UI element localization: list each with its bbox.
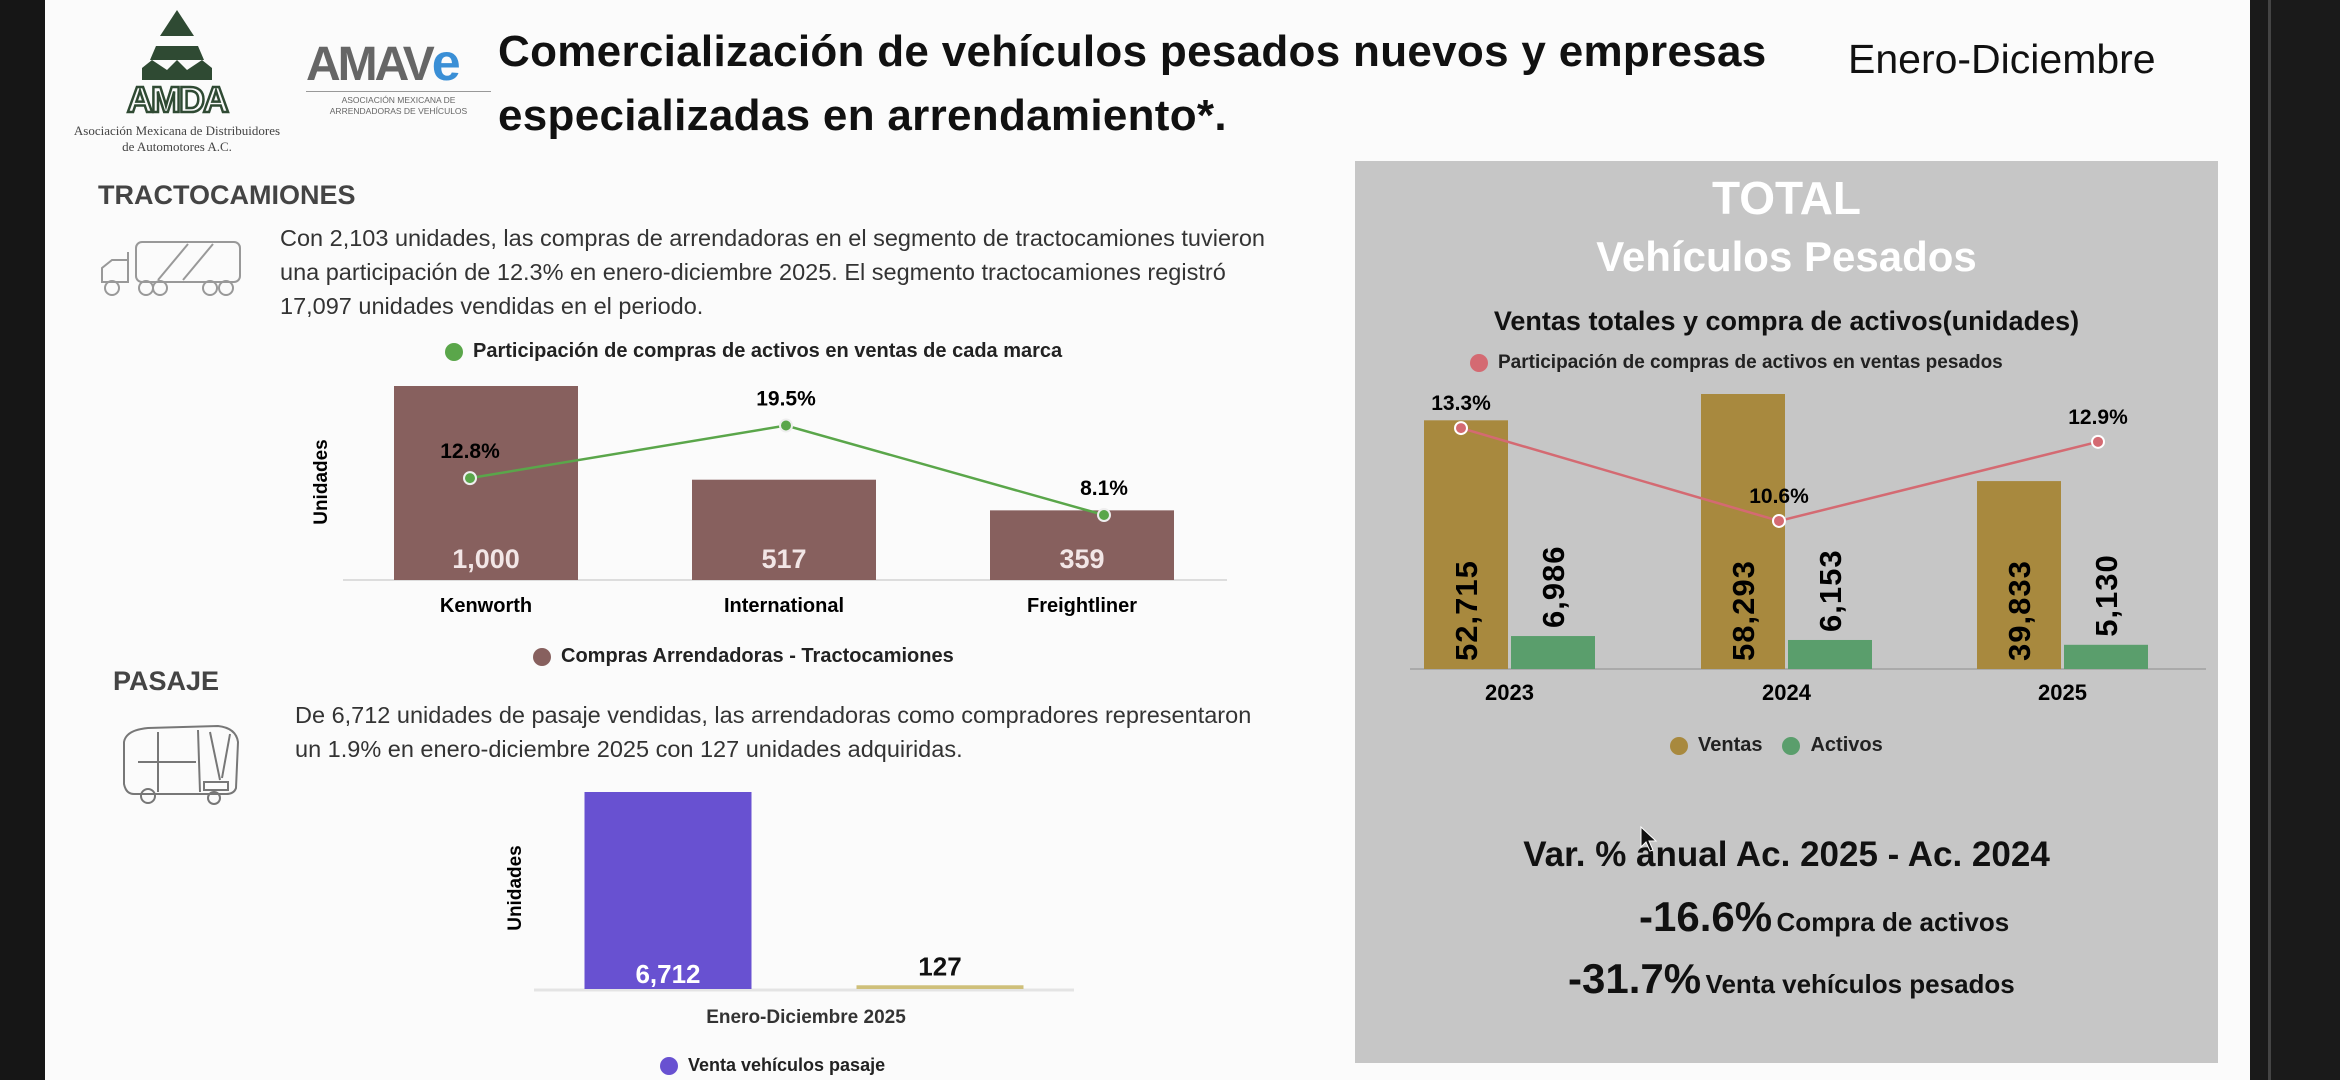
bar-activos xyxy=(1511,636,1595,669)
left-window-edge xyxy=(0,0,45,1080)
var-value: -16.6% xyxy=(1639,893,1773,940)
var-item-activos: -16.6% Compra de activos xyxy=(1639,893,2009,941)
legend-swatch xyxy=(445,342,463,361)
chart-tractocamiones: Unidades 1,000 Kenworth 517 International 359… xyxy=(311,386,1227,617)
legend-swatch xyxy=(533,647,551,666)
line-point xyxy=(463,471,477,486)
category-label: 2024 xyxy=(1762,680,1812,705)
text-line: una participación de 12.3% en enero-dici… xyxy=(280,259,1226,285)
bar-value-label: 6,712 xyxy=(635,959,700,989)
bus-icon xyxy=(118,722,242,811)
scrollbar[interactable] xyxy=(2268,0,2271,1080)
line-point xyxy=(2091,434,2105,449)
amave-logo: AMAVe ASOCIACIÓN MEXICANA DE ARRENDADORA… xyxy=(306,37,491,117)
bar-value-label: 5,130 xyxy=(2089,554,2124,637)
legend-label: Compras Arrendadoras - Tractocamiones xyxy=(561,645,954,667)
category-label: Enero-Diciembre 2025 xyxy=(706,1007,906,1028)
title-line-2: especializadas en arrendamiento*. xyxy=(498,91,1227,140)
legend-label: Ventas xyxy=(1698,734,1763,756)
legend-label: Participación de compras de activos en v… xyxy=(1498,352,2003,373)
legend-ventas-activos: Ventas Activos xyxy=(1670,734,1883,757)
bar-value-label: 39,833 xyxy=(2002,560,2037,661)
pasaje-description: De 6,712 unidades de pasaje vendidas, la… xyxy=(295,698,1251,766)
line-value-label: 12.9% xyxy=(2068,406,2128,429)
category-label: 2025 xyxy=(2038,680,2087,705)
amave-caption: ASOCIACIÓN MEXICANA DE ARRENDADORAS DE V… xyxy=(306,91,491,117)
text-line: 17,097 unidades vendidas en el periodo. xyxy=(280,293,704,319)
bar-ventas xyxy=(1977,481,2061,669)
title-line-1: Comercialización de vehículos pesados nu… xyxy=(498,27,1767,76)
bar xyxy=(990,510,1174,580)
svg-text:AMDA: AMDA xyxy=(127,79,229,118)
line-point xyxy=(1772,513,1786,528)
bar-activos xyxy=(1788,639,1872,669)
bar-ventas xyxy=(1424,420,1508,669)
bar xyxy=(584,792,752,989)
period-label: Enero-Diciembre xyxy=(1848,36,2156,82)
tractocamiones-description: Con 2,103 unidades, las compras de arren… xyxy=(280,221,1265,323)
chart-total-pesados: 52,715 6,986 2023 58,293 6,153 2024 39,833 5,13… xyxy=(1410,392,2206,705)
text-line: Con 2,103 unidades, las compras de arren… xyxy=(280,225,1265,251)
line-point xyxy=(1097,508,1111,523)
page-title: Comercialización de vehículos pesados nu… xyxy=(498,20,1767,148)
legend-label: Participación de compras de activos en v… xyxy=(473,340,1063,362)
chart-pasaje: Unidades 6,712 127 Enero-Diciembre 2025 xyxy=(505,792,1074,1028)
y-axis-label: Unidades xyxy=(311,439,332,525)
legend-label: Activos xyxy=(1810,734,1883,756)
var-label: Venta vehículos pesados xyxy=(1705,969,2015,999)
bar-value-label: 1,000 xyxy=(452,544,520,574)
amda-logo: AMDA Asociación Mexicana de Distribuidor… xyxy=(72,8,282,154)
panel-title-vehiculos: Vehículos Pesados xyxy=(1596,233,1977,280)
var-value: -31.7% xyxy=(1568,955,1702,1002)
bar xyxy=(394,386,578,580)
bar-value-label: 359 xyxy=(1059,544,1104,574)
panel-title-total: TOTAL xyxy=(1711,172,1862,224)
legend-swatch xyxy=(1470,354,1488,372)
truck-icon xyxy=(98,238,244,305)
line-value-label: 19.5% xyxy=(756,388,816,411)
category-label: 2023 xyxy=(1485,680,1534,705)
line-value-label: 8.1% xyxy=(1080,477,1128,500)
legend-compras-arrendadoras: Compras Arrendadoras - Tractocamiones xyxy=(533,645,954,668)
legend-participacion-pesados: Participación de compras de activos en v… xyxy=(1470,352,2003,374)
bar-value-label: 517 xyxy=(761,544,806,574)
text-line: De 6,712 unidades de pasaje vendidas, la… xyxy=(295,702,1252,728)
line-value-label: 10.6% xyxy=(1749,485,1809,508)
var-label: Compra de activos xyxy=(1776,907,2010,937)
legend-swatch xyxy=(660,1056,678,1075)
y-axis-label: Unidades xyxy=(505,845,526,931)
category-label: Freightliner xyxy=(1027,595,1137,617)
amda-caption: Asociación Mexicana de Distribuidores de… xyxy=(73,123,281,154)
legend-swatch xyxy=(1670,736,1688,755)
bar-value-label: 6,986 xyxy=(1536,545,1571,628)
bar xyxy=(692,479,876,580)
legend-swatch xyxy=(1782,736,1801,755)
category-label: Kenworth xyxy=(440,595,532,617)
line-value-label: 12.8% xyxy=(440,440,500,463)
var-heading: Var. % anual Ac. 2025 - Ac. 2024 xyxy=(1523,835,2050,874)
section-heading-tractocamiones: TRACTOCAMIONES xyxy=(98,180,356,210)
bar-value-label: 58,293 xyxy=(1726,560,1761,661)
var-item-pesados: -31.7% Venta vehículos pesados xyxy=(1568,955,2015,1003)
legend-venta-pasaje: Venta vehículos pasaje xyxy=(660,1055,885,1076)
line-point xyxy=(1454,421,1468,436)
bar-activos xyxy=(2064,644,2148,669)
bar-value-label: 6,153 xyxy=(1813,549,1848,632)
text-line: un 1.9% en enero-diciembre 2025 con 127 … xyxy=(295,736,963,762)
category-label: International xyxy=(724,595,844,617)
section-heading-pasaje: PASAJE xyxy=(113,666,220,696)
right-window-edge xyxy=(2250,0,2340,1080)
chart-title: Ventas totales y compra de activos(unida… xyxy=(1493,306,2080,336)
bar-ventas xyxy=(1701,394,1785,669)
legend-label: Venta vehículos pasaje xyxy=(688,1055,886,1075)
mouse-cursor-icon xyxy=(1640,826,1658,852)
bar-value-label: 127 xyxy=(918,951,961,981)
legend-participacion-marca: Participación de compras de activos en v… xyxy=(445,340,1062,363)
line-value-label: 13.3% xyxy=(1431,392,1491,415)
bar-value-label: 52,715 xyxy=(1449,560,1484,661)
bar xyxy=(856,985,1024,989)
line-point xyxy=(779,418,793,433)
